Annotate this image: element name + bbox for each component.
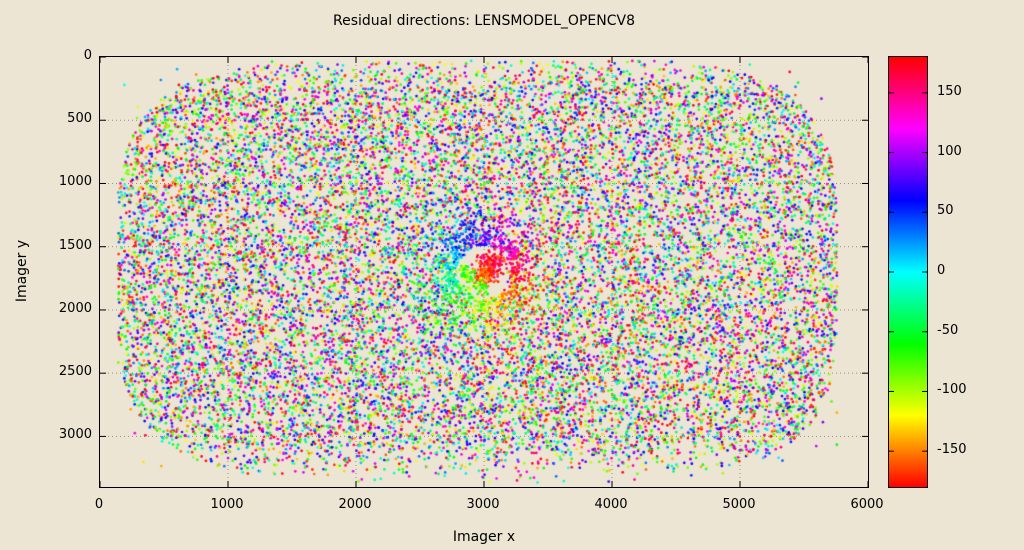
y-tick-label: 1000	[58, 174, 92, 190]
colorbar-tick-label: 50	[937, 203, 954, 219]
chart-title: Residual directions: LENSMODEL_OPENCV8	[333, 13, 635, 29]
y-tick-label: 500	[67, 111, 92, 127]
y-tick-label: 0	[83, 48, 92, 63]
colorbar-tick-label: -100	[937, 382, 967, 398]
y-tick-label: 1500	[58, 237, 92, 253]
x-tick-label: 0	[94, 497, 104, 512]
y-tick-label: 2500	[58, 364, 92, 380]
y-axis-label: Imager y	[14, 239, 30, 303]
x-tick-label: 3000	[466, 497, 500, 512]
colorbar-tick-label: -50	[937, 322, 959, 338]
axis-tick-marks	[100, 57, 868, 487]
colorbar-tick-marks	[889, 92, 927, 452]
colorbar	[888, 56, 928, 488]
colorbar-tick-label: -150	[937, 442, 967, 458]
x-tick-label: 6000	[850, 497, 884, 512]
x-tick-label: 4000	[594, 497, 628, 512]
colorbar-tick-label: 150	[937, 83, 962, 99]
y-tick-label: 2000	[58, 300, 92, 316]
x-tick-label: 2000	[338, 497, 372, 512]
x-tick-label: 1000	[210, 497, 244, 512]
x-axis-label: Imager x	[452, 529, 516, 545]
x-tick-label: 5000	[722, 497, 756, 512]
scatter-points-canvas	[100, 57, 868, 487]
colorbar-tick-label: 100	[937, 143, 962, 159]
y-tick-label: 3000	[58, 427, 92, 443]
plot-area[interactable]	[99, 56, 869, 488]
colorbar-tick-label: 0	[937, 263, 946, 278]
